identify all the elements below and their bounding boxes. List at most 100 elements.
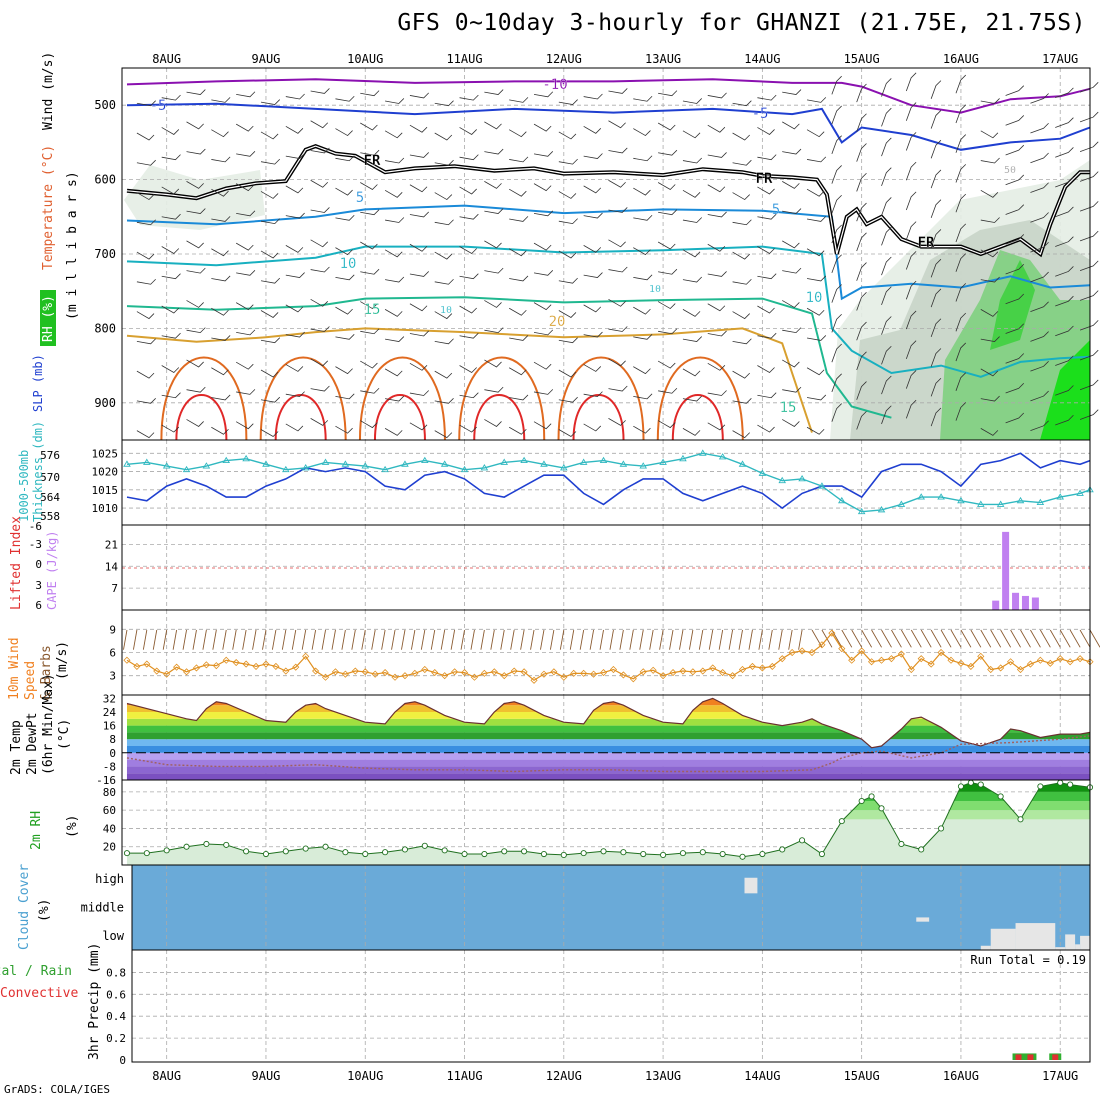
wind-barb-10m (341, 629, 346, 650)
wind-barb (955, 372, 967, 391)
wind-barb (260, 250, 279, 259)
temp-ylabel-part: 2m Temp (9, 720, 24, 775)
wind-speed-marker (719, 669, 727, 677)
wind-barb (831, 313, 842, 333)
wind-barb-10m (440, 629, 446, 650)
wind-barb (707, 362, 726, 371)
wind-tick-label: 6 (109, 647, 116, 660)
wind-speed-marker (550, 668, 558, 676)
wind-barb (608, 358, 626, 367)
rh-marker (818, 850, 825, 858)
wind-barb-10m (391, 629, 396, 650)
wind-speed-marker (321, 673, 330, 681)
wind-ylabel-part: & Barbs (39, 645, 54, 700)
wind-barb (136, 338, 156, 345)
thickness-marker (679, 454, 687, 462)
wind-barb (856, 321, 867, 341)
y-tick-label: 800 (94, 321, 116, 335)
slp-tick-label: 1015 (92, 484, 119, 497)
x-tick-label-top: 17AUG (1042, 52, 1078, 66)
thickness-marker (937, 493, 945, 500)
rh-marker (660, 851, 667, 858)
wind-barb (409, 390, 429, 396)
thickness-marker (361, 462, 370, 469)
wind-speed-marker (470, 673, 479, 681)
temp-ylabel-group: 2m DewPt (25, 712, 40, 775)
wind-barb (782, 386, 802, 393)
wind-barb (1005, 234, 1025, 245)
rh-marker (521, 848, 528, 855)
wind-barb (459, 186, 477, 195)
page-title: GFS 0~10day 3-hourly for GHANZI (21.75E,… (397, 10, 1086, 36)
wind-barb (930, 258, 942, 278)
wind-barb (161, 305, 180, 314)
wind-barb (236, 270, 256, 276)
thickness-label-2: Thickness (dm) (31, 421, 45, 522)
wind-ylabel-part: Speed (23, 661, 38, 700)
rh-marker (997, 793, 1004, 800)
cape-tick-label: 7 (111, 582, 118, 595)
thickness-marker (421, 456, 429, 464)
wind-barb (533, 270, 554, 276)
wind-barb (930, 139, 942, 159)
wind-barb (136, 192, 155, 201)
precip-ylabel: 3hr Precip (mm) (87, 943, 102, 1060)
wind-barb (310, 385, 330, 392)
wind-speed-marker (570, 669, 578, 677)
wind-barb (161, 392, 181, 399)
wind-barb (856, 381, 867, 400)
precip-tick-label: 0.8 (106, 966, 126, 979)
wind-speed-marker (808, 648, 816, 657)
wind-barb (360, 360, 378, 369)
wind-barb (385, 395, 405, 402)
contour-label: 5 (356, 190, 364, 206)
cape-tick-label: 14 (105, 560, 119, 573)
wind-speed-marker (659, 672, 667, 680)
isotherm-30-loop (175, 394, 228, 441)
wind-speed-marker (490, 668, 498, 676)
y-tick-label: 600 (94, 173, 116, 187)
wind-speed-marker (877, 656, 886, 664)
wind-barb-10m (212, 629, 217, 650)
wind-speed-marker (202, 661, 210, 669)
wind-speed-marker (818, 641, 826, 649)
thickness-marker (758, 469, 767, 476)
wind-barb (136, 219, 156, 226)
wind-barb (211, 307, 229, 316)
temp-band (126, 698, 1090, 706)
wind-barb (484, 208, 504, 215)
wind-barb (558, 131, 577, 140)
wind-barb-10m (242, 629, 247, 650)
contour-label: FR (918, 235, 935, 251)
wind-barb (831, 105, 842, 125)
wind-barb (409, 303, 428, 312)
wind-barb (980, 98, 1000, 104)
panel-border (131, 949, 1091, 1063)
wind-barb (980, 189, 999, 198)
wind-barb (1030, 271, 1049, 283)
wind-barb-10m (778, 629, 783, 650)
wind-barb-10m (371, 629, 376, 650)
wind-speed-marker (729, 672, 737, 680)
wind-barb (1030, 152, 1049, 164)
wind-barb (955, 283, 967, 302)
wind-barb (533, 421, 552, 430)
isotherm-25-loop (656, 356, 744, 441)
wind-barb (533, 151, 554, 157)
thickness-marker (798, 474, 806, 482)
thickness-marker (659, 458, 667, 465)
wind-speed-marker (1066, 658, 1074, 666)
wind-speed-marker (1007, 658, 1015, 666)
wind-barb-10m (940, 629, 952, 648)
wind-barb-10m (688, 629, 694, 650)
wind-barb (409, 330, 429, 337)
wind-barb (1005, 144, 1025, 156)
wind-barb (409, 124, 428, 133)
wind-speed-marker (441, 672, 449, 680)
wind-barb (633, 425, 651, 434)
cape-bar (1031, 597, 1039, 610)
rh-axis-label: RH (%) (41, 295, 56, 342)
wind-barb (409, 184, 428, 193)
wind-speed-marker (858, 647, 866, 655)
wind-speed-marker (232, 658, 240, 667)
